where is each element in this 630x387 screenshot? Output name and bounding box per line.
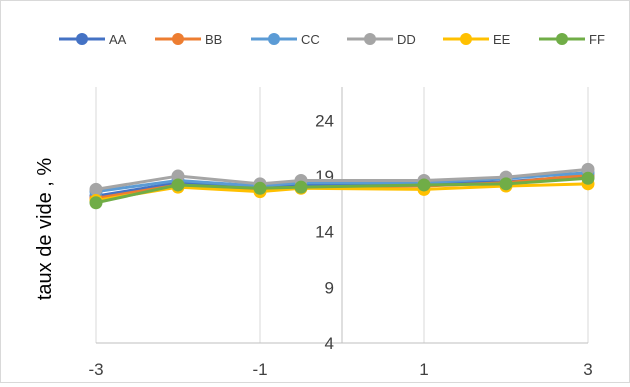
data-point-ff <box>417 178 431 192</box>
legend-label: BB <box>205 32 222 47</box>
legend-swatch-marker <box>268 33 280 45</box>
legend-label: EE <box>493 32 511 47</box>
legend-swatch-marker <box>556 33 568 45</box>
legend-swatch-marker <box>460 33 472 45</box>
x-tick-label: -1 <box>252 360 267 379</box>
y-axis-title: taux de vide , % <box>34 158 56 301</box>
grid-layer <box>95 87 589 343</box>
legend-label: AA <box>109 32 127 47</box>
legend: AA BB CC DD EE FF <box>59 32 605 47</box>
legend-swatch-marker <box>364 33 376 45</box>
x-tick-label: 1 <box>419 360 428 379</box>
data-point-ff <box>171 178 185 192</box>
legend-label: CC <box>301 32 320 47</box>
data-point-ff <box>581 171 595 185</box>
data-point-ff <box>499 177 513 191</box>
legend-item-dd: DD <box>347 32 416 47</box>
y-tick-label: 4 <box>325 334 334 353</box>
legend-item-ff: FF <box>539 32 605 47</box>
y-tick-label: 9 <box>325 278 334 297</box>
x-tick-label: 3 <box>583 360 592 379</box>
legend-item-aa: AA <box>59 32 127 47</box>
legend-label: FF <box>589 32 605 47</box>
data-point-ff <box>294 180 308 194</box>
x-tick-label: -3 <box>88 360 103 379</box>
data-point-ff <box>89 196 103 210</box>
legend-swatch-marker <box>172 33 184 45</box>
y-tick-label: 24 <box>315 111 334 130</box>
data-point-dd <box>89 182 103 196</box>
legend-item-ee: EE <box>443 32 511 47</box>
data-point-ff <box>253 181 267 195</box>
legend-item-bb: BB <box>155 32 222 47</box>
legend-item-cc: CC <box>251 32 320 47</box>
y-tick-label: 14 <box>315 223 334 242</box>
legend-label: DD <box>397 32 416 47</box>
legend-swatch-marker <box>76 33 88 45</box>
series-layer <box>89 162 595 210</box>
